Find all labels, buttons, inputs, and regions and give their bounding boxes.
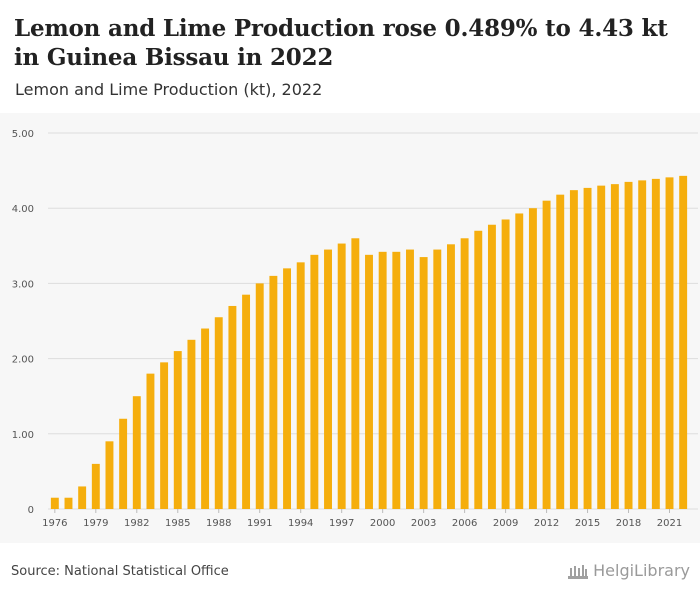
bar-1987 <box>201 328 210 509</box>
bar-2020 <box>651 178 660 509</box>
bar-2000 <box>378 251 387 510</box>
bar-1979 <box>91 463 100 509</box>
bar-1988 <box>214 317 223 509</box>
bar-2021 <box>665 177 674 510</box>
bar-2018 <box>624 181 633 509</box>
bar-2010 <box>515 213 524 509</box>
bar-2017 <box>610 184 619 510</box>
x-tick-label: 2015 <box>575 518 600 529</box>
bar-1986 <box>187 339 196 509</box>
bar-2011 <box>528 208 537 509</box>
bar-1993 <box>283 268 292 509</box>
bar-1997 <box>337 243 346 509</box>
x-tick-label: 1997 <box>329 518 354 529</box>
y-tick-label: 5.00 <box>12 129 34 140</box>
x-tick-label: 1994 <box>288 518 313 529</box>
bar-2013 <box>556 194 565 509</box>
bar-1999 <box>365 254 373 509</box>
y-tick-label: 3.00 <box>12 279 34 290</box>
bar-2006 <box>460 238 469 509</box>
bar-1977 <box>64 497 73 509</box>
library-logo-icon <box>568 564 589 579</box>
x-tick-label: 2009 <box>493 518 518 529</box>
bar-2022 <box>679 175 688 509</box>
x-tick-label: 2003 <box>411 518 436 529</box>
x-tick-label: 2021 <box>657 518 682 529</box>
bar-1996 <box>324 249 332 509</box>
x-tick-label: 2006 <box>452 518 477 529</box>
chart-footer: Source: National Statistical Office Helg… <box>0 543 700 596</box>
bar-1981 <box>119 418 128 509</box>
x-tick-label: 1979 <box>83 518 108 529</box>
x-tick-label: 2012 <box>534 518 559 529</box>
bar-2004 <box>433 249 442 509</box>
bar-2007 <box>474 230 483 509</box>
bar-chart: 0 1.00 2.00 3.00 4.00 5.00 1976 1979 1982 1985 198… <box>12 129 698 529</box>
chart-area: 0 1.00 2.00 3.00 4.00 5.00 1976 1979 1982 1985 198… <box>0 113 700 543</box>
brand-logo[interactable]: HelgiLibrary <box>567 561 690 580</box>
bar-1990 <box>242 294 251 509</box>
bar-1982 <box>132 396 141 509</box>
bar-1995 <box>310 254 319 509</box>
x-tick-label: 2018 <box>616 518 641 529</box>
bar-2005 <box>446 244 455 509</box>
bar-1984 <box>160 362 169 509</box>
y-tick-label: 0 <box>28 505 34 516</box>
chart-title: Lemon and Lime Production rose 0.489% to… <box>14 15 668 71</box>
chart-header: Lemon and Lime Production rose 0.489% to… <box>0 0 700 113</box>
bar-2003 <box>419 257 428 509</box>
x-tick-label: 1991 <box>247 518 272 529</box>
bar-2019 <box>638 180 647 509</box>
bar-1978 <box>78 486 87 509</box>
x-tick-label: 1985 <box>165 518 190 529</box>
bar-1985 <box>173 351 182 509</box>
bar-2012 <box>542 200 551 509</box>
x-tick-label: 1982 <box>124 518 149 529</box>
source-note: Source: National Statistical Office <box>11 564 229 579</box>
bar-2001 <box>392 251 401 510</box>
bar-1983 <box>146 373 155 509</box>
y-tick-label: 4.00 <box>12 204 34 215</box>
brand-name: HelgiLibrary <box>593 561 690 580</box>
y-tick-label: 1.00 <box>12 430 34 441</box>
bar-1989 <box>228 305 237 509</box>
bar-1976 <box>50 497 59 509</box>
y-tick-label: 2.00 <box>12 355 34 366</box>
x-tick-label: 2000 <box>370 518 395 529</box>
bar-1992 <box>269 275 278 509</box>
bar-2002 <box>406 249 414 509</box>
bar-1998 <box>351 238 360 509</box>
x-tick-label: 1988 <box>206 518 231 529</box>
bar-1994 <box>296 262 305 509</box>
bar-2009 <box>501 219 510 509</box>
bar-2016 <box>597 185 606 509</box>
bar-2015 <box>583 187 592 509</box>
bar-1980 <box>105 441 114 509</box>
bar-1991 <box>255 283 264 509</box>
bar-2008 <box>487 224 496 509</box>
bar-2014 <box>569 190 578 509</box>
chart-subtitle: Lemon and Lime Production (kt), 2022 <box>15 80 323 99</box>
x-tick-label: 1976 <box>42 518 67 529</box>
